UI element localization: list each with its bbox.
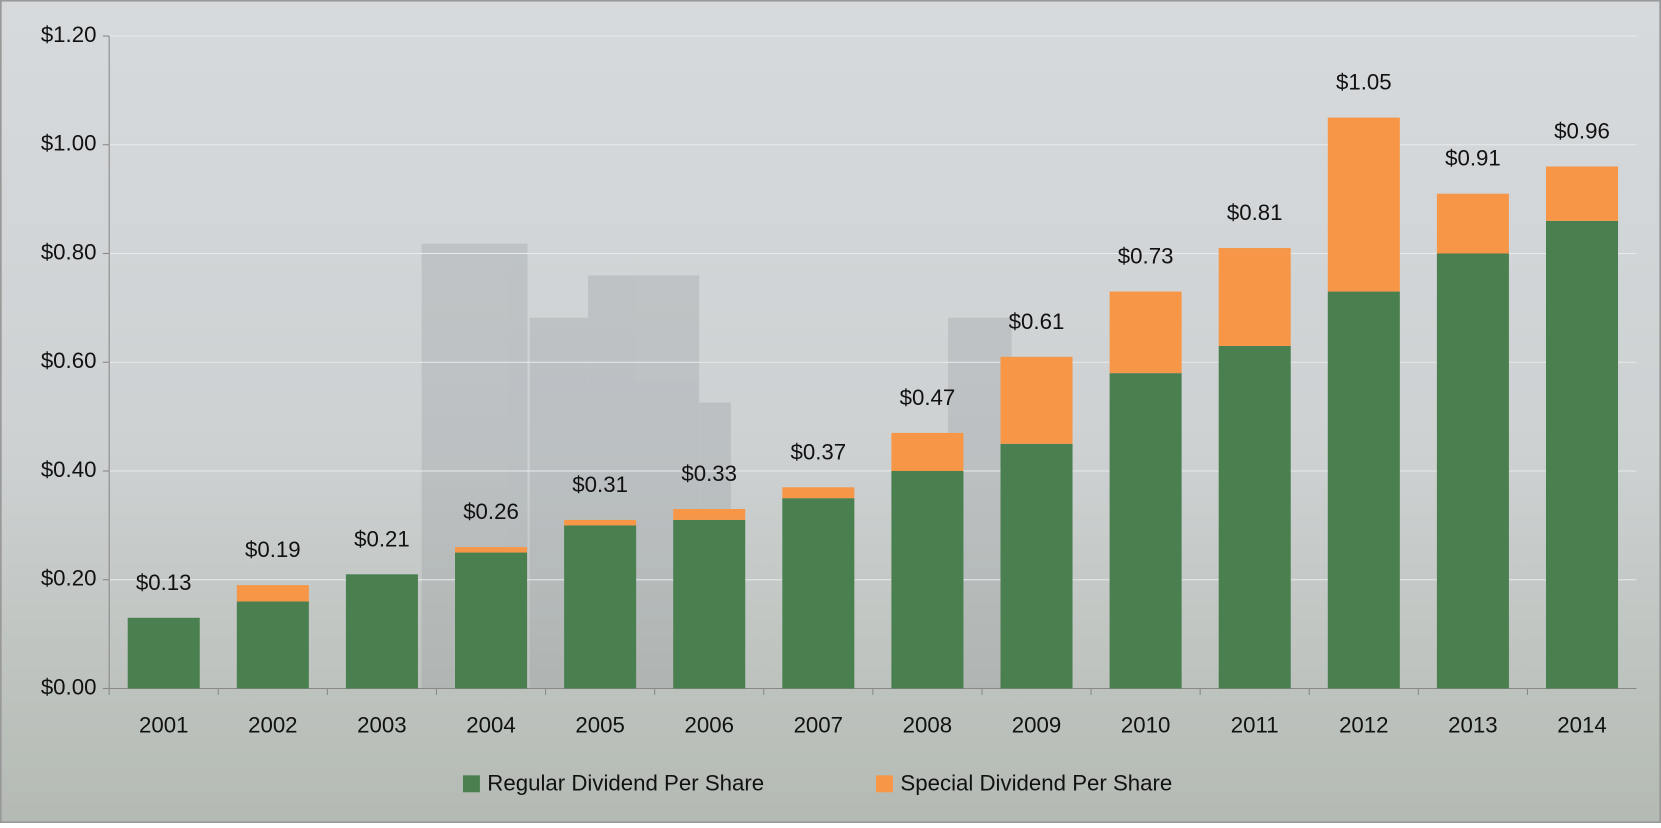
y-tick-label: $0.40 (41, 457, 97, 482)
total-label: $0.31 (572, 472, 628, 497)
y-tick-label: $0.20 (41, 566, 97, 591)
bar-segment (564, 525, 637, 689)
bar-segment (455, 547, 528, 553)
bar-segment (1545, 166, 1619, 221)
total-label: $0.13 (136, 570, 192, 595)
total-label: $0.81 (1227, 200, 1283, 225)
y-tick-label: $0.80 (41, 239, 97, 264)
legend-label: Regular Dividend Per Share (487, 771, 764, 796)
total-label: $0.47 (900, 385, 956, 410)
bar-segment (127, 617, 200, 689)
bar-segment (1436, 193, 1509, 254)
x-tick-label: 2013 (1448, 712, 1497, 737)
total-label: $0.26 (463, 499, 519, 524)
x-tick-label: 2004 (466, 712, 515, 737)
x-tick-label: 2001 (139, 712, 188, 737)
bar-segment (455, 552, 528, 689)
bar-segment (345, 574, 418, 689)
y-tick-label: $1.00 (41, 131, 97, 156)
total-label: $0.91 (1445, 146, 1501, 171)
bar-segment (1109, 373, 1182, 689)
bar-segment (1545, 220, 1619, 689)
x-tick-label: 2005 (575, 712, 624, 737)
y-tick-label: $0.00 (41, 674, 97, 699)
bar-segment (673, 509, 746, 520)
total-label: $0.73 (1118, 244, 1174, 269)
bar-segment (236, 601, 309, 689)
bar-segment (1109, 291, 1182, 374)
total-label: $0.21 (354, 526, 410, 551)
bar-segment (1327, 117, 1400, 292)
bar-segment (782, 487, 855, 499)
x-tick-label: 2007 (794, 712, 843, 737)
x-tick-label: 2003 (357, 712, 406, 737)
bar-segment (1436, 253, 1509, 689)
y-tick-label: $0.60 (41, 348, 97, 373)
x-tick-label: 2002 (248, 712, 297, 737)
x-tick-label: 2006 (684, 712, 733, 737)
x-tick-label: 2010 (1121, 712, 1170, 737)
bar-segment (891, 470, 964, 689)
bar-segment (1000, 443, 1073, 689)
legend-swatch (876, 775, 893, 793)
y-tick-label: $1.20 (41, 22, 97, 47)
total-label: $1.05 (1336, 70, 1392, 95)
bar-segment (891, 432, 964, 471)
bar-segment (782, 498, 855, 689)
bar-segment (1218, 248, 1291, 346)
bar-segment (673, 519, 746, 689)
bar-segment (1218, 345, 1291, 689)
x-tick-label: 2009 (1012, 712, 1061, 737)
total-label: $0.19 (245, 537, 301, 562)
legend-label: Special Dividend Per Share (900, 771, 1172, 796)
bar-segment (1000, 356, 1073, 444)
total-label: $0.37 (790, 439, 846, 464)
total-label: $0.33 (681, 461, 737, 486)
x-tick-label: 2014 (1557, 712, 1606, 737)
total-label: $0.96 (1554, 118, 1610, 143)
x-tick-label: 2008 (903, 712, 952, 737)
x-tick-label: 2011 (1231, 712, 1279, 737)
bar-segment (236, 585, 309, 602)
total-label: $0.61 (1009, 309, 1065, 334)
bar-segment (564, 519, 637, 526)
x-tick-label: 2012 (1339, 712, 1388, 737)
bar-segment (1327, 291, 1400, 689)
legend-swatch (462, 775, 480, 793)
